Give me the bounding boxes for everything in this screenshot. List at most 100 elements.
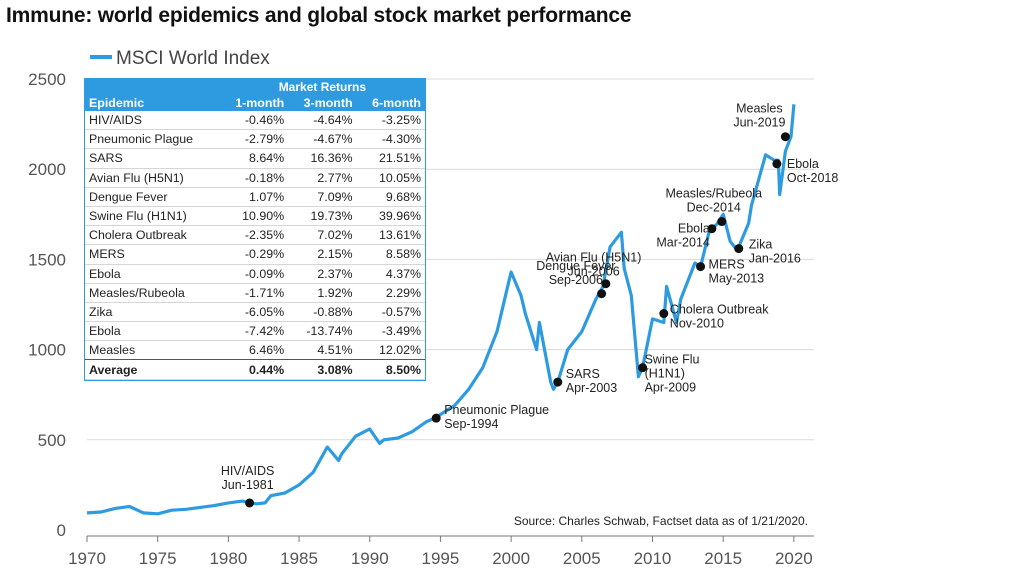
event-label: Cholera Outbreak [670, 303, 769, 317]
column-header: 1-month [219, 94, 289, 111]
table-row: Avian Flu (H5N1) -0.18% 2.77% 10.05% [85, 168, 425, 188]
event-marker [431, 413, 441, 423]
event-label: Measles [736, 102, 783, 116]
epidemic-name-cell: Measles/Rubeola [89, 285, 185, 300]
return-value-cell: 12.02% [378, 343, 421, 358]
x-tick-label: 2005 [563, 549, 601, 568]
return-value-cell: 7.02% [317, 228, 353, 243]
return-value-cell: 21.51% [378, 151, 421, 166]
x-tick-label: 2000 [492, 549, 530, 568]
return-value-cell: -4.67% [313, 132, 353, 147]
event-label: Pneumonic Plague [444, 403, 549, 417]
return-value-cell: 6.46% [249, 343, 285, 358]
epidemic-name-cell: Pneumonic Plague [89, 132, 194, 147]
event-marker [638, 363, 648, 373]
return-value-cell: -3.49% [381, 324, 421, 339]
table-row: Measles/Rubeola -1.71% 1.92% 2.29% [85, 283, 425, 303]
table-group-header: Market Returns [219, 79, 425, 94]
epidemic-name-cell: HIV/AIDS [89, 113, 143, 128]
event-label: Nov-2010 [670, 317, 724, 331]
average-value-cell: 0.44% [219, 359, 289, 380]
event-marker [659, 309, 669, 319]
event-marker [734, 244, 744, 254]
y-tick-label: 2000 [28, 160, 66, 179]
event-label: Avian Flu (H5N1) [546, 251, 642, 265]
event-marker [772, 159, 782, 169]
event-marker [717, 217, 727, 227]
y-tick-label: 1000 [28, 341, 66, 360]
epidemic-name-cell: Avian Flu (H5N1) [89, 170, 184, 185]
return-value-cell: 2.29% [385, 285, 421, 300]
event-label: Ebola [787, 157, 819, 171]
page-title: Immune: world epidemics and global stock… [6, 4, 632, 27]
event-label: Measles/Rubeola [665, 187, 762, 201]
x-tick-label: 1995 [422, 549, 460, 568]
return-value-cell: 13.61% [378, 228, 421, 243]
event-label: Zika [749, 238, 773, 252]
event-label: Sep-1994 [444, 417, 498, 431]
epidemic-name-cell: Dengue Fever [89, 189, 168, 204]
table-row: Ebola -7.42% -13.74% -3.49% [85, 322, 425, 341]
epidemic-name-cell: Cholera Outbreak [89, 228, 187, 243]
return-value-cell: 1.92% [317, 285, 353, 300]
table-row: Cholera Outbreak -2.35% 7.02% 13.61% [85, 226, 425, 245]
return-value-cell: 39.96% [378, 209, 421, 224]
y-tick-label: 2500 [28, 70, 66, 89]
event-marker [553, 377, 563, 387]
event-label: MERS [709, 258, 745, 272]
event-label: HIV/AIDS [221, 464, 275, 478]
return-value-cell: -6.05% [244, 304, 285, 319]
return-value-cell: 8.64% [249, 151, 285, 166]
event-label: Ebola [678, 222, 710, 236]
return-value-cell: -0.46% [244, 113, 285, 128]
event-marker [707, 224, 717, 234]
return-value-cell: -0.18% [244, 170, 285, 185]
epidemic-name-cell: MERS [89, 247, 125, 262]
epidemic-name-cell: SARS [89, 151, 123, 166]
event-label: May-2013 [709, 272, 765, 286]
event-label: Jan-2016 [749, 252, 801, 266]
event-label: Jun-2006 [568, 265, 620, 279]
x-tick-label: 2010 [634, 549, 672, 568]
epidemic-name-cell: Ebola [89, 266, 121, 281]
x-tick-label: 1990 [351, 549, 389, 568]
x-tick-label: 1970 [68, 549, 106, 568]
epidemic-name-cell: Measles [89, 343, 136, 358]
table-row: Pneumonic Plague -2.79% -4.67% -4.30% [85, 130, 425, 149]
return-value-cell: -0.09% [244, 266, 285, 281]
return-value-cell: -4.30% [381, 132, 421, 147]
return-value-cell: -13.74% [306, 324, 353, 339]
return-value-cell: -2.79% [244, 132, 285, 147]
column-header: 6-month [356, 94, 425, 111]
table-row: MERS -0.29% 2.15% 8.58% [85, 245, 425, 264]
event-label: Jun-1981 [222, 478, 274, 492]
return-value-cell: 10.05% [378, 170, 421, 185]
average-value-cell: 8.50% [356, 359, 425, 380]
x-tick-label: 1980 [209, 549, 247, 568]
return-value-cell: 4.51% [317, 343, 353, 358]
table-row: SARS 8.64% 16.36% 21.51% [85, 149, 425, 169]
return-value-cell: 8.58% [385, 247, 421, 262]
x-tick-label: 2020 [775, 549, 813, 568]
return-value-cell: -7.42% [244, 324, 285, 339]
column-header: Epidemic [85, 94, 220, 111]
return-value-cell: -0.57% [381, 304, 421, 319]
return-value-cell: 9.68% [385, 189, 421, 204]
return-value-cell: 7.09% [317, 189, 353, 204]
average-row: Average 0.44% 3.08% 8.50% [85, 359, 425, 380]
axes: 0 500 1000 1500 2000 2500 1970 1975 1980 1985 1990… [28, 70, 814, 568]
event-label: Oct-2018 [787, 171, 838, 185]
return-value-cell: 2.77% [317, 170, 353, 185]
event-label: Swine Flu [645, 353, 700, 367]
table-row: HIV/AIDS -0.46% -4.64% -3.25% [85, 111, 425, 130]
event-label: Dengue Fever [536, 259, 615, 273]
return-value-cell: 19.73% [310, 209, 353, 224]
table-row: Ebola -0.09% 2.37% 4.37% [85, 264, 425, 284]
event-marker [597, 289, 607, 299]
return-value-cell: 10.90% [242, 209, 285, 224]
return-value-cell: -1.71% [244, 285, 285, 300]
event-label: Jun-2019 [733, 116, 785, 130]
table-row: Dengue Fever 1.07% 7.09% 9.68% [85, 187, 425, 207]
epidemic-name-cell: Swine Flu (H1N1) [89, 209, 187, 224]
